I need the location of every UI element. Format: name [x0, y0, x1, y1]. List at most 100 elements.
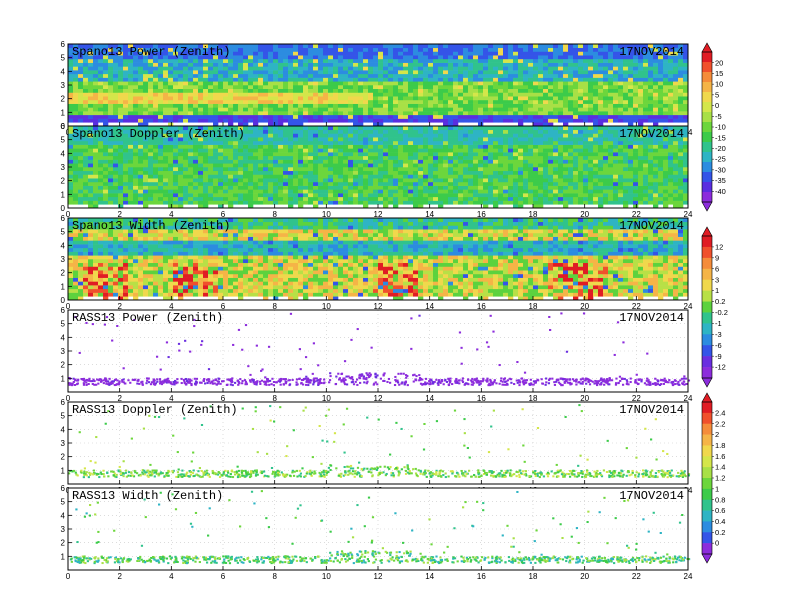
- y-tick-label: 4: [61, 149, 66, 158]
- x-tick-label: 12: [374, 572, 383, 581]
- colorbar-swatch: [702, 402, 712, 414]
- colorbar-label: 1: [715, 286, 719, 295]
- panel-date: 17NOV2014: [619, 127, 684, 141]
- colorbar-swatch: [702, 257, 712, 270]
- colorbar-c: 2.4 2.2 2 1.8 1.6 1.4 1.21 0.8 0.6 0.4 0.2 0: [701, 392, 725, 564]
- y-tick-label: 2: [61, 539, 66, 548]
- colorbar-label: -9: [715, 352, 722, 361]
- colorbar-label: -40: [715, 187, 726, 196]
- colorbar-swatch: [702, 488, 712, 501]
- colorbar-swatch: [702, 312, 712, 324]
- y-tick-label: 6: [61, 214, 66, 223]
- colorbar-swatch: [702, 467, 712, 479]
- colorbar-label: 2.2: [715, 419, 725, 428]
- colorbar-swatch: [702, 510, 712, 522]
- colorbar-swatch: [702, 172, 712, 183]
- colorbar-swatch: [702, 367, 712, 379]
- y-tick-label: 5: [61, 228, 66, 237]
- colorbar-label: -5: [715, 112, 722, 121]
- y-tick-label: 3: [61, 347, 66, 356]
- colorbar-label: -20: [715, 144, 726, 153]
- x-tick-label: 2: [117, 302, 122, 311]
- colorbars-group: 20151050-5-10-15-20-25-30-35-401296310.2…: [701, 42, 728, 564]
- colorbar-top-arrow: [701, 392, 713, 403]
- x-tick-label: 22: [632, 302, 641, 311]
- x-tick-label: 14: [425, 210, 434, 219]
- colorbar-swatch: [702, 192, 712, 203]
- y-tick-label: 5: [61, 136, 66, 145]
- x-tick-label: 18: [529, 572, 538, 581]
- x-tick-label: 18: [529, 302, 538, 311]
- x-tick-label: 10: [322, 572, 331, 581]
- x-tick-label: 18: [529, 210, 538, 219]
- y-tick-label: 3: [61, 525, 66, 534]
- x-tick-label: 0: [66, 394, 71, 403]
- colorbar-top-arrow: [701, 226, 713, 237]
- y-tick-label: 5: [61, 54, 66, 63]
- colorbar-swatch: [702, 301, 712, 313]
- panel-1: Spano13 Power (Zenith)17NOV2014012345602…: [61, 40, 693, 137]
- colorbar-swatch: [702, 456, 712, 468]
- y-tick-label: 4: [61, 333, 66, 342]
- panel-title: Spano13 Power (Zenith): [72, 45, 230, 59]
- colorbar-label: -0.2: [715, 308, 728, 317]
- colorbar-label: 0.8: [715, 495, 725, 504]
- colorbar-swatch: [702, 132, 712, 143]
- x-tick-label: 6: [221, 210, 226, 219]
- colorbar-label: 0: [715, 101, 719, 110]
- colorbar-swatch: [702, 423, 712, 435]
- y-tick-label: 2: [61, 177, 66, 186]
- colorbar-label: 0.6: [715, 506, 725, 515]
- colorbar-label: 15: [715, 69, 723, 78]
- x-tick-label: 4: [169, 572, 174, 581]
- scatter-points: [68, 404, 691, 479]
- panel-date: 17NOV2014: [619, 489, 684, 503]
- y-tick-label: 4: [61, 425, 66, 434]
- panel-2: Spano13 Doppler (Zenith) 17NOV20140123456…: [61, 122, 693, 219]
- panel-title: Spano13 Width (Zenith): [72, 219, 230, 233]
- y-tick-label: 6: [61, 306, 66, 315]
- x-tick-label: 4: [169, 210, 174, 219]
- x-tick-label: 20: [580, 572, 589, 581]
- x-tick-label: 0: [66, 572, 71, 581]
- y-tick-label: 2: [61, 95, 66, 104]
- x-tick-label: 24: [684, 302, 693, 311]
- y-tick-label: 1: [61, 552, 66, 561]
- x-tick-label: 10: [322, 210, 331, 219]
- colorbar-swatch: [702, 112, 712, 123]
- colorbar-bottom-arrow: [701, 553, 713, 564]
- colorbar-swatch: [702, 72, 712, 83]
- colorbar-label: -6: [715, 341, 722, 350]
- y-tick-label: 5: [61, 412, 66, 421]
- panel-date: 17NOV2014: [619, 45, 684, 59]
- colorbar-label: -35: [715, 176, 726, 185]
- colorbar-swatch: [702, 142, 712, 153]
- x-tick-label: 18: [529, 394, 538, 403]
- colorbar-swatch: [702, 356, 712, 368]
- x-tick-label: 8: [272, 302, 277, 311]
- colorbar-swatch: [702, 434, 712, 446]
- x-tick-label: 22: [632, 394, 641, 403]
- colorbar-swatch: [702, 412, 712, 425]
- colorbar-label: 1: [715, 484, 719, 493]
- colorbar-swatch: [702, 478, 712, 490]
- x-tick-label: 24: [684, 210, 693, 219]
- y-tick-label: 1: [61, 466, 66, 475]
- colorbar-label: 12: [715, 243, 723, 252]
- colorbar-swatch: [702, 334, 712, 346]
- y-tick-label: 6: [61, 484, 66, 493]
- colorbar-label: 2: [715, 430, 719, 439]
- colorbar-label: 6: [715, 264, 719, 273]
- colorbar-swatch: [702, 52, 712, 63]
- y-tick-label: 3: [61, 255, 66, 264]
- scatter-points: [68, 312, 691, 387]
- x-tick-label: 6: [221, 394, 226, 403]
- colorbar-swatch: [702, 445, 712, 457]
- panel-date: 17NOV2014: [619, 311, 684, 325]
- y-tick-label: 3: [61, 163, 66, 172]
- colorbar-swatch: [702, 543, 712, 555]
- colorbar-swatch: [702, 268, 712, 280]
- y-tick-label: 2: [61, 269, 66, 278]
- y-tick-label: 5: [61, 320, 66, 329]
